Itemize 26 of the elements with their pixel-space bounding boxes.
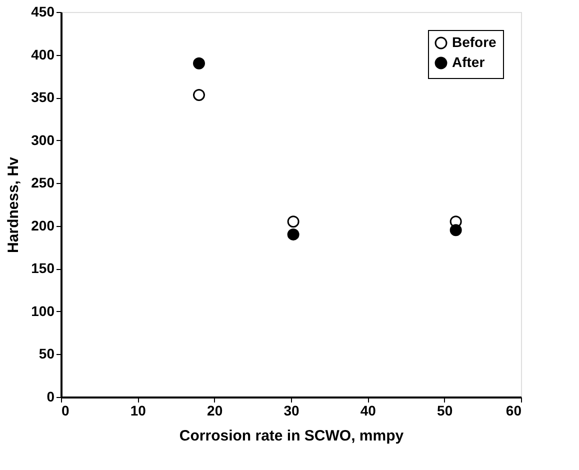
point xyxy=(287,216,300,228)
y-tick-label: 200 xyxy=(31,217,55,234)
y-tick-label: 300 xyxy=(31,132,55,148)
x-tick-label: 60 xyxy=(506,402,522,418)
y-tick-label: 100 xyxy=(31,302,55,319)
x-tick-label: 0 xyxy=(62,402,70,418)
point xyxy=(450,224,462,236)
x-axis-title: Corrosion rate in SCWO, mmpy xyxy=(179,428,404,444)
x-tick-label: 20 xyxy=(207,402,223,418)
point xyxy=(193,89,205,101)
point xyxy=(193,57,205,70)
y-tick-label: 400 xyxy=(31,46,55,62)
x-tick-label: 50 xyxy=(437,402,453,418)
point xyxy=(287,228,300,240)
y-tick-label: 50 xyxy=(38,346,55,362)
legend-label: Before xyxy=(452,34,497,50)
y-tick-label: 250 xyxy=(31,174,55,191)
x-tick-label: 40 xyxy=(360,402,376,418)
x-tick-label: 30 xyxy=(284,402,300,418)
y-tick-label: 350 xyxy=(31,89,55,106)
y-tick-label: 450 xyxy=(31,4,55,20)
legend-label: After xyxy=(452,54,486,70)
y-tick-label: 0 xyxy=(46,388,55,404)
y-tick-label: 150 xyxy=(31,260,55,276)
y-axis-title: Hardness, Hv xyxy=(5,156,22,253)
x-tick-label: 10 xyxy=(130,402,146,418)
